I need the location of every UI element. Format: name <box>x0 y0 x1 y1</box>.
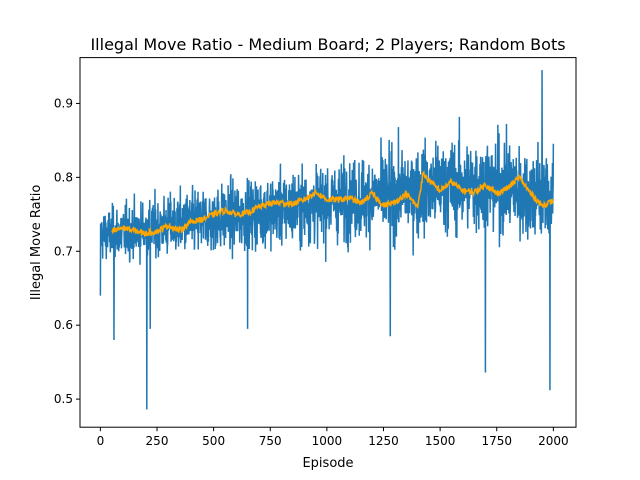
x-tick-label: 750 <box>259 434 282 448</box>
x-tick-label: 500 <box>202 434 225 448</box>
y-tick-label: 0.9 <box>54 96 73 110</box>
y-tick-label: 0.7 <box>54 244 73 258</box>
x-axis-label: Episode <box>302 456 353 471</box>
x-tick-label: 250 <box>146 434 169 448</box>
y-axis-label: Illegal Move Ratio <box>29 185 44 300</box>
y-tick-label: 0.5 <box>54 392 73 406</box>
x-tick-label: 1000 <box>312 434 343 448</box>
x-tick-label: 2000 <box>538 434 569 448</box>
raw-series-line <box>99 70 555 410</box>
x-tick-label: 1250 <box>368 434 399 448</box>
x-tick-label: 0 <box>97 434 105 448</box>
x-tick-label: 1750 <box>481 434 512 448</box>
axis-ticks: 0 250 500 750 1000 1250 1500 1750 2000 0.5 0.6 0.7 0… <box>54 96 569 448</box>
plot-frame <box>79 57 577 428</box>
smoothed-series-line <box>111 170 554 237</box>
x-tick-label: 1500 <box>425 434 456 448</box>
chart-title: Illegal Move Ratio - Medium Board; 2 Pla… <box>90 35 565 54</box>
y-tick-label: 0.8 <box>54 170 73 184</box>
y-tick-label: 0.6 <box>54 318 73 332</box>
